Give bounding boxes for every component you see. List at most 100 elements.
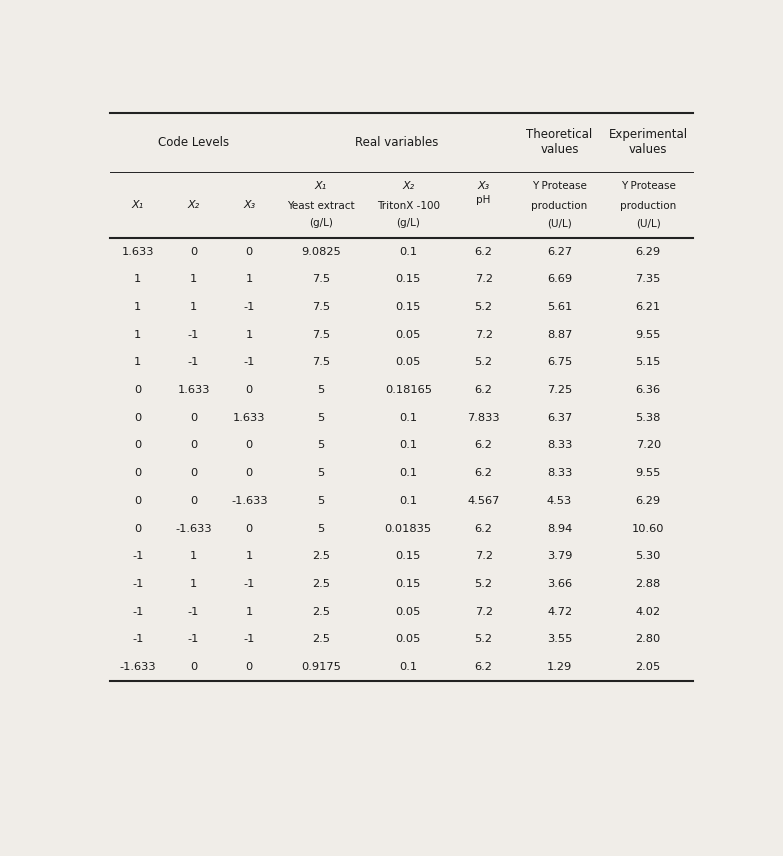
Text: (U/L): (U/L): [547, 218, 572, 229]
Text: 6.2: 6.2: [474, 524, 493, 533]
Text: 0.1: 0.1: [399, 247, 417, 257]
Text: 0.15: 0.15: [395, 275, 421, 284]
Text: -1: -1: [188, 358, 200, 367]
Text: X₁: X₁: [315, 181, 327, 192]
Text: 1: 1: [246, 275, 253, 284]
Text: 2.88: 2.88: [636, 579, 661, 589]
Text: 1: 1: [190, 579, 197, 589]
Text: Real variables: Real variables: [355, 136, 438, 149]
Text: 5.30: 5.30: [636, 551, 661, 562]
Text: X₃: X₃: [244, 200, 255, 210]
Text: 0.05: 0.05: [395, 607, 421, 616]
Text: 2.5: 2.5: [312, 607, 330, 616]
Text: 9.55: 9.55: [636, 330, 661, 340]
Text: Y Protease: Y Protease: [532, 181, 587, 192]
Text: 0.15: 0.15: [395, 302, 421, 312]
Text: 0.1: 0.1: [399, 496, 417, 506]
Text: 7.25: 7.25: [547, 385, 572, 395]
Text: 5.2: 5.2: [474, 579, 493, 589]
Text: X₂: X₂: [402, 181, 414, 192]
Text: 0: 0: [246, 662, 253, 672]
Text: Theoretical
values: Theoretical values: [526, 128, 593, 157]
Text: 9.0825: 9.0825: [301, 247, 341, 257]
Text: 1: 1: [246, 607, 253, 616]
Text: 5.38: 5.38: [636, 413, 661, 423]
Text: 0.15: 0.15: [395, 551, 421, 562]
Text: -1: -1: [188, 634, 200, 645]
Text: 2.80: 2.80: [636, 634, 661, 645]
Text: 2.5: 2.5: [312, 579, 330, 589]
Text: 6.29: 6.29: [636, 496, 661, 506]
Text: 0: 0: [246, 468, 253, 479]
Text: 0: 0: [134, 385, 142, 395]
Text: 1.633: 1.633: [121, 247, 154, 257]
Text: 1: 1: [134, 330, 142, 340]
Text: 5.2: 5.2: [474, 302, 493, 312]
Text: 10.60: 10.60: [632, 524, 665, 533]
Text: 3.79: 3.79: [547, 551, 572, 562]
Text: 1: 1: [246, 330, 253, 340]
Text: 0: 0: [134, 496, 142, 506]
Text: 0.15: 0.15: [395, 579, 421, 589]
Text: 7.2: 7.2: [474, 275, 493, 284]
Text: 5.15: 5.15: [636, 358, 661, 367]
Text: 7.35: 7.35: [636, 275, 661, 284]
Text: 0: 0: [190, 468, 197, 479]
Text: 0.05: 0.05: [395, 358, 421, 367]
Text: 0.9175: 0.9175: [301, 662, 341, 672]
Text: 0.05: 0.05: [395, 634, 421, 645]
Text: 4.53: 4.53: [547, 496, 572, 506]
Text: 5: 5: [317, 496, 324, 506]
Text: 2.5: 2.5: [312, 634, 330, 645]
Text: 7.5: 7.5: [312, 358, 330, 367]
Text: pH: pH: [476, 194, 491, 205]
Text: X₁: X₁: [132, 200, 144, 210]
Text: 0.01835: 0.01835: [384, 524, 431, 533]
Text: 8.87: 8.87: [547, 330, 572, 340]
Text: -1: -1: [244, 579, 255, 589]
Text: Code Levels: Code Levels: [158, 136, 229, 149]
Text: 0: 0: [190, 247, 197, 257]
Text: 0: 0: [134, 441, 142, 450]
Text: 6.29: 6.29: [636, 247, 661, 257]
Text: 4.72: 4.72: [547, 607, 572, 616]
Text: 0.1: 0.1: [399, 662, 417, 672]
Text: -1: -1: [188, 607, 200, 616]
Text: -1.633: -1.633: [231, 496, 268, 506]
Text: -1: -1: [188, 330, 200, 340]
Text: 1: 1: [134, 302, 142, 312]
Text: -1: -1: [132, 579, 143, 589]
Text: -1: -1: [244, 634, 255, 645]
Text: 1: 1: [190, 302, 197, 312]
Text: 3.55: 3.55: [547, 634, 572, 645]
Text: 0: 0: [246, 524, 253, 533]
Text: 7.2: 7.2: [474, 551, 493, 562]
Text: X₃: X₃: [478, 181, 489, 192]
Text: 0: 0: [190, 496, 197, 506]
Text: 0: 0: [134, 524, 142, 533]
Text: -1: -1: [132, 634, 143, 645]
Text: 1: 1: [246, 551, 253, 562]
Text: 5.2: 5.2: [474, 634, 493, 645]
Text: 1.633: 1.633: [233, 413, 265, 423]
Text: 0: 0: [246, 441, 253, 450]
Text: 8.33: 8.33: [547, 441, 572, 450]
Text: 1.29: 1.29: [547, 662, 572, 672]
Text: 5.61: 5.61: [547, 302, 572, 312]
Text: production: production: [620, 201, 677, 211]
Text: 0: 0: [134, 468, 142, 479]
Text: TritonX -100: TritonX -100: [377, 201, 440, 211]
Text: 0.1: 0.1: [399, 441, 417, 450]
Text: Experimental
values: Experimental values: [608, 128, 687, 157]
Text: 5: 5: [317, 441, 324, 450]
Text: -1: -1: [132, 551, 143, 562]
Text: -1: -1: [244, 358, 255, 367]
Text: 6.21: 6.21: [636, 302, 661, 312]
Text: 6.2: 6.2: [474, 247, 493, 257]
Text: 5: 5: [317, 524, 324, 533]
Text: 5: 5: [317, 385, 324, 395]
Text: 1: 1: [190, 275, 197, 284]
Text: 5: 5: [317, 468, 324, 479]
Text: 2.05: 2.05: [636, 662, 661, 672]
Text: 5: 5: [317, 413, 324, 423]
